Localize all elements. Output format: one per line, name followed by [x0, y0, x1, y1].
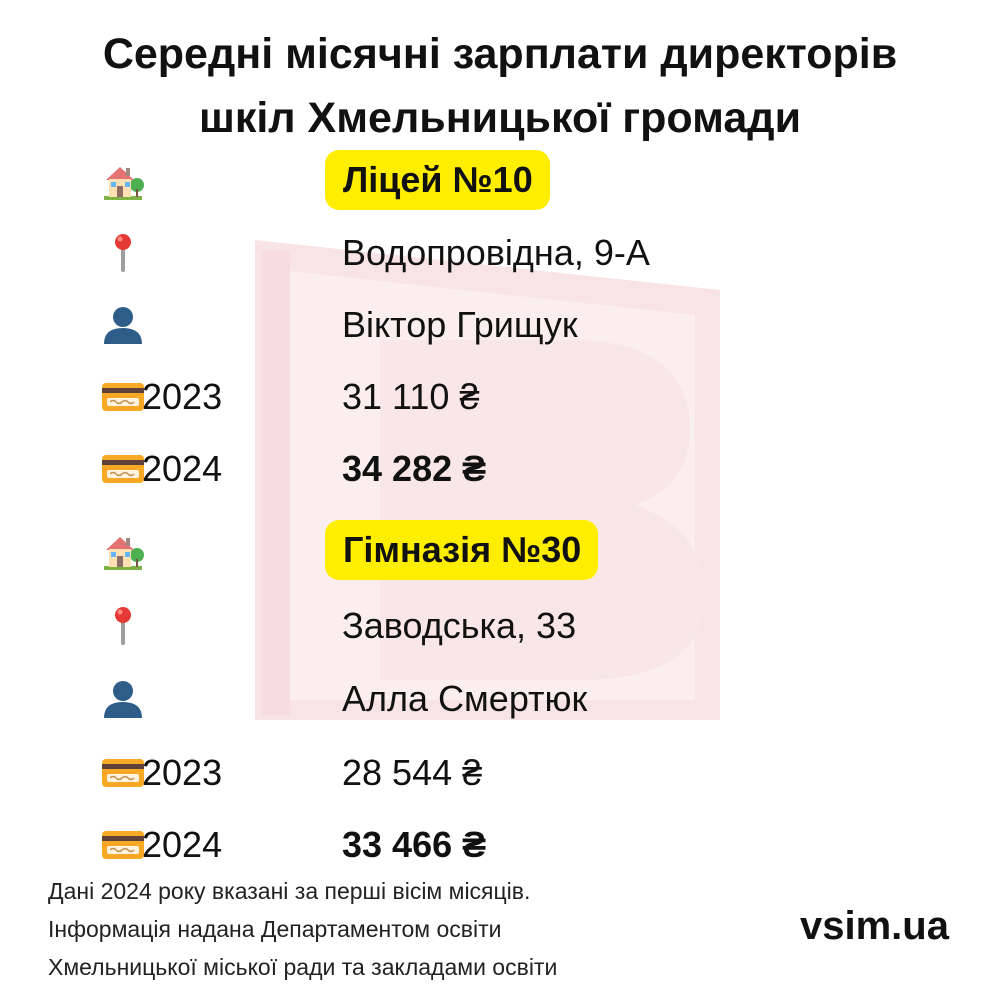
school-1-director-row: Віктор Грищук — [0, 294, 1000, 354]
school-2-address: Заводська, 33 — [342, 605, 577, 646]
school-1-year-2023: 2023 — [142, 376, 223, 417]
school-1-name: Ліцей №10 — [325, 150, 550, 210]
school-1-name-row: Ліцей №10 — [0, 150, 1000, 210]
page-title: Середні місячні зарплати директорів шкіл… — [0, 22, 1000, 150]
school-1-year-2024: 2024 — [142, 448, 223, 489]
title-line-2: шкіл Хмельницької громади — [198, 94, 802, 142]
school-2-year-2023: 2023 — [142, 752, 223, 793]
footer-line-3: Хмельницької міської ради та закладами о… — [48, 954, 558, 980]
school-1-director: Віктор Грищук — [342, 304, 578, 345]
round-pushpin-icon — [100, 603, 146, 649]
footer-note: Дані 2024 року вказані за перші вісім мі… — [48, 872, 557, 986]
school-1-salary-2024-row: 2024 34 282 ₴ — [0, 438, 1000, 498]
house-with-garden-icon — [100, 528, 146, 574]
bust-silhouette-icon — [100, 676, 146, 722]
school-2-director-row: Алла Смертюк — [0, 668, 1000, 728]
house-with-garden-icon — [100, 158, 146, 204]
school-1-salary-2023-row: 2023 31 110 ₴ — [0, 366, 1000, 426]
brand-logo-text: vsim.ua — [800, 904, 949, 948]
school-2-salary-2023: 28 544 ₴ — [342, 752, 483, 793]
bust-silhouette-icon — [100, 302, 146, 348]
school-1-salary-2024: 34 282 ₴ — [342, 448, 487, 489]
school-1-salary-2023: 31 110 ₴ — [342, 376, 480, 417]
school-1-address-row: Водопровідна, 9-А — [0, 222, 1000, 282]
round-pushpin-icon — [100, 230, 146, 276]
school-2-address-row: Заводська, 33 — [0, 595, 1000, 655]
credit-card-icon — [100, 750, 146, 796]
footer-line-2: Інформація надана Департаментом освіти — [48, 916, 502, 942]
title-line-1: Середні місячні зарплати директорів — [102, 30, 898, 78]
school-2-salary-2024: 33 466 ₴ — [342, 824, 487, 865]
school-2-salary-2023-row: 2023 28 544 ₴ — [0, 742, 1000, 802]
credit-card-icon — [100, 446, 146, 492]
school-2-director: Алла Смертюк — [342, 678, 588, 719]
school-2-name: Гімназія №30 — [325, 520, 599, 580]
school-2-salary-2024-row: 2024 33 466 ₴ — [0, 814, 1000, 874]
credit-card-icon — [100, 822, 146, 868]
credit-card-icon — [100, 374, 146, 420]
school-1-address: Водопровідна, 9-А — [342, 232, 650, 273]
school-2-year-2024: 2024 — [142, 824, 223, 865]
footer-line-1: Дані 2024 року вказані за перші вісім мі… — [48, 878, 531, 904]
watermark-logo — [255, 240, 720, 720]
school-2-name-row: Гімназія №30 — [0, 520, 1000, 580]
